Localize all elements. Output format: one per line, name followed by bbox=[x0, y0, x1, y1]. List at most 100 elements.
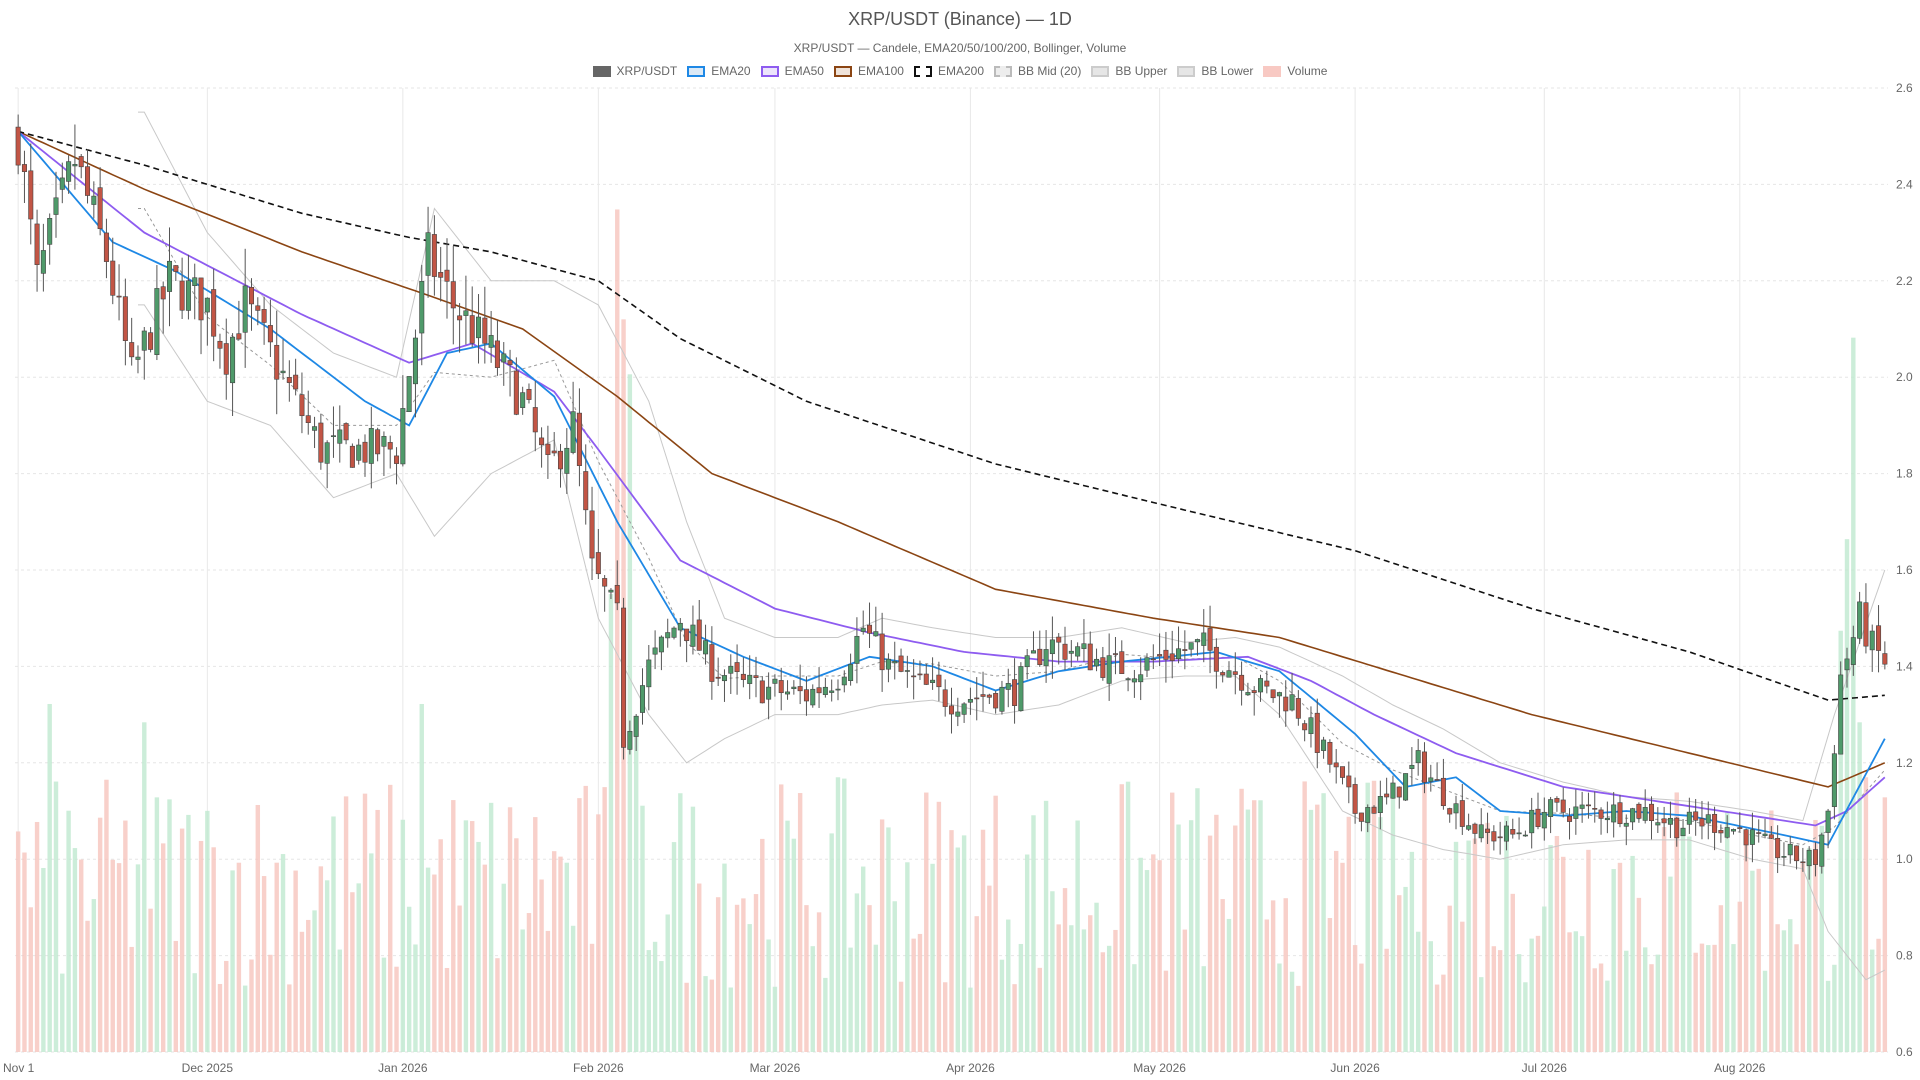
legend-item[interactable]: BB Mid (20) bbox=[994, 64, 1081, 78]
chart-subtitle: XRP/USDT — Candele, EMA20/50/100/200, Bo… bbox=[793, 41, 1127, 55]
volume-bar bbox=[129, 946, 134, 1052]
volume-bar bbox=[570, 925, 576, 1052]
volume-bar bbox=[1523, 982, 1528, 1052]
legend-item[interactable]: EMA20 bbox=[687, 64, 751, 78]
candle-body bbox=[1226, 670, 1232, 678]
candle-body bbox=[1081, 643, 1087, 649]
candle-body bbox=[129, 342, 135, 358]
candle-body bbox=[1617, 802, 1623, 825]
volume-bar bbox=[1024, 854, 1030, 1052]
candle-body bbox=[835, 688, 841, 691]
volume-bar bbox=[1617, 862, 1623, 1052]
volume-bar bbox=[760, 838, 765, 1052]
volume-bar bbox=[1724, 812, 1730, 1052]
candle-body bbox=[1283, 696, 1289, 712]
candle-body bbox=[507, 360, 513, 365]
ema50-line bbox=[17, 130, 1886, 827]
volume-bar bbox=[861, 866, 866, 1052]
candle-body bbox=[356, 444, 362, 461]
candle-body bbox=[1642, 807, 1648, 821]
x-tick-label: Jun 2026 bbox=[1330, 1061, 1380, 1075]
x-tick-label: Feb 2026 bbox=[573, 1061, 624, 1075]
volume-bar bbox=[1094, 902, 1099, 1052]
volume-bar bbox=[949, 830, 954, 1052]
candle-body bbox=[154, 288, 160, 355]
volume-bar bbox=[110, 859, 115, 1052]
candle-body bbox=[1251, 690, 1257, 694]
candle-body bbox=[1289, 694, 1295, 711]
volume-bar bbox=[1378, 817, 1383, 1052]
candle-body bbox=[286, 377, 292, 383]
candle-body bbox=[986, 694, 992, 698]
candle-body bbox=[1453, 803, 1459, 814]
candle-body bbox=[21, 164, 27, 172]
legend-item[interactable]: EMA200 bbox=[913, 64, 984, 78]
volume-bar bbox=[1441, 974, 1446, 1052]
volume-bar bbox=[1050, 891, 1055, 1052]
candle-body bbox=[501, 353, 507, 363]
candle-body bbox=[488, 335, 494, 348]
candle-body bbox=[1497, 836, 1503, 839]
legend-label: BB Upper bbox=[1115, 64, 1168, 78]
volume-bar bbox=[1781, 930, 1787, 1052]
candle-body bbox=[457, 315, 463, 321]
legend-label: EMA100 bbox=[857, 64, 904, 78]
candle-body bbox=[816, 687, 822, 694]
volume-bar bbox=[842, 778, 847, 1052]
volume-bar bbox=[1649, 964, 1654, 1052]
candle-body bbox=[419, 281, 425, 334]
candle-body bbox=[1693, 811, 1699, 821]
candle-body bbox=[482, 317, 488, 344]
volume-bar bbox=[179, 828, 185, 1052]
legend-item[interactable]: BB Lower bbox=[1177, 64, 1253, 78]
legend-item[interactable]: Volume bbox=[1263, 64, 1327, 78]
candle-body bbox=[1176, 648, 1182, 660]
legend-item[interactable]: BB Upper bbox=[1091, 64, 1167, 78]
candle-body bbox=[1730, 829, 1737, 832]
volume-bar bbox=[905, 862, 910, 1052]
legend-label: BB Lower bbox=[1201, 64, 1254, 78]
candle-body bbox=[1812, 849, 1818, 865]
volume-bar bbox=[1882, 797, 1888, 1052]
volume-bar bbox=[1176, 824, 1181, 1052]
ema100-line bbox=[17, 130, 1886, 788]
volume-bar bbox=[1365, 782, 1370, 1052]
candle-body bbox=[1560, 799, 1566, 813]
candle-body bbox=[1661, 818, 1667, 824]
legend-item[interactable]: EMA100 bbox=[833, 64, 904, 78]
candle-body bbox=[1749, 829, 1755, 845]
candle-body bbox=[312, 426, 318, 431]
volume-bar bbox=[406, 906, 412, 1052]
candle-body bbox=[469, 315, 475, 344]
volume-bar bbox=[274, 862, 279, 1052]
candle-body bbox=[1327, 742, 1333, 765]
candle-body bbox=[885, 658, 891, 670]
x-tick-label: Dec 2025 bbox=[182, 1061, 234, 1075]
volume-bar bbox=[1586, 849, 1591, 1052]
volume-bar bbox=[867, 905, 872, 1052]
volume-bar bbox=[1296, 985, 1301, 1052]
volume-bar bbox=[1170, 792, 1175, 1052]
volume-bar bbox=[1415, 931, 1421, 1052]
candle-body bbox=[1295, 698, 1301, 719]
candle-body bbox=[1403, 773, 1409, 801]
volume-bar bbox=[1327, 918, 1333, 1052]
candle-body bbox=[576, 412, 582, 466]
candle-body bbox=[103, 232, 109, 262]
candle-body bbox=[387, 442, 393, 450]
candle-body bbox=[791, 686, 797, 690]
legend-swatch bbox=[592, 65, 611, 77]
candle-body bbox=[860, 627, 866, 632]
volume-bar bbox=[1554, 835, 1560, 1052]
volume-bar bbox=[482, 864, 488, 1052]
volume-bar bbox=[797, 793, 803, 1052]
volume-bar bbox=[160, 843, 166, 1052]
x-tick-label: Jan 2026 bbox=[378, 1061, 428, 1075]
candle-body bbox=[677, 622, 683, 631]
volume-bar bbox=[551, 851, 557, 1052]
volume-bar bbox=[1251, 800, 1257, 1052]
legend-item[interactable]: EMA50 bbox=[760, 64, 824, 78]
candle-body bbox=[961, 703, 967, 715]
legend-item[interactable]: XRP/USDT bbox=[592, 64, 677, 78]
candle-body bbox=[923, 673, 929, 685]
